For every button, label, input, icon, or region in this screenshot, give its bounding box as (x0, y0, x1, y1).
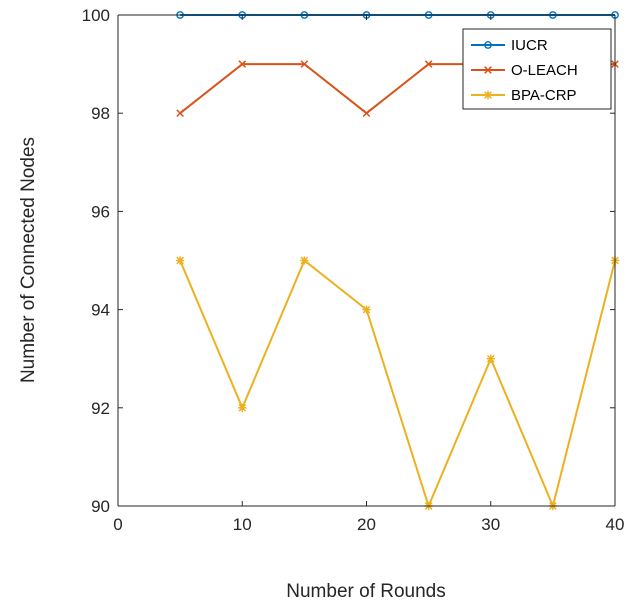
legend-label: O-LEACH (511, 62, 578, 79)
data-point (300, 256, 309, 265)
legend-marker (483, 90, 493, 100)
data-point (362, 305, 371, 314)
ticks-layer: 0 10 20 30 40 90 92 94 96 98 100 (82, 6, 625, 534)
y-tick-label: 96 (91, 202, 110, 221)
y-tick-label: 94 (91, 301, 110, 320)
legend-entry: IUCR (471, 37, 548, 54)
y-axis-title: Number of Connected Nodes (18, 137, 39, 383)
data-point (362, 109, 371, 118)
legend-label: IUCR (511, 37, 548, 54)
data-point (176, 256, 185, 265)
legend-label: BPA-CRP (511, 87, 577, 104)
x-axis-title: Number of Rounds (286, 581, 445, 602)
x-tick-label: 30 (481, 515, 500, 534)
y-tick-label: 100 (82, 6, 110, 25)
y-tick-label: 90 (91, 497, 110, 516)
y-tick-label: 92 (91, 399, 110, 418)
legend: IUCR O-LEACH BPA-CRP (462, 28, 612, 110)
x-tick-label: 0 (113, 515, 122, 534)
data-point (486, 354, 495, 363)
data-point (238, 60, 247, 68)
legend-entry: BPA-CRP (471, 87, 577, 104)
data-point (424, 60, 433, 68)
x-tick-label: 20 (357, 515, 376, 534)
legend-marker (484, 41, 492, 49)
series-line (179, 258, 616, 510)
data-point (176, 109, 184, 118)
data-point (238, 403, 247, 412)
x-tick-label: 40 (606, 515, 625, 534)
legend-marker (484, 66, 492, 74)
legend-entry: O-LEACH (471, 62, 578, 79)
y-tick-label: 98 (91, 104, 110, 123)
x-tick-label: 10 (233, 515, 252, 534)
data-point (300, 60, 309, 68)
